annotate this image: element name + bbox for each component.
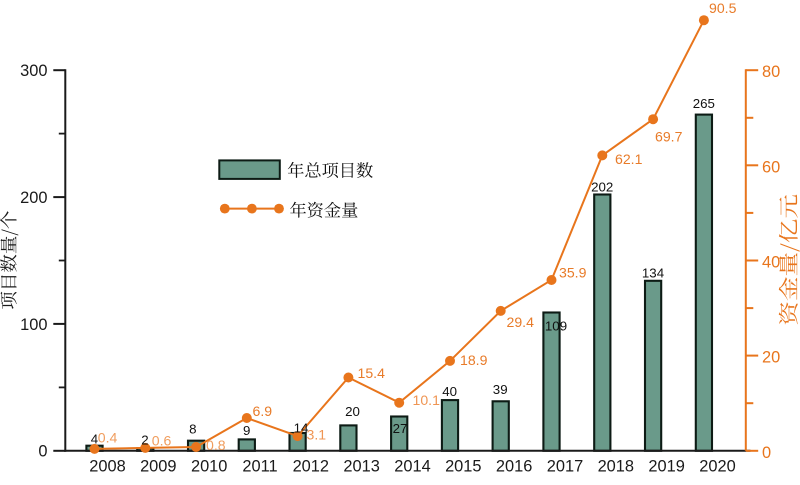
svg-text:4: 4: [91, 431, 98, 446]
svg-text:10.1: 10.1: [413, 392, 441, 408]
svg-text:0: 0: [762, 444, 771, 462]
svg-text:8: 8: [189, 421, 196, 436]
svg-text:40: 40: [762, 254, 780, 272]
svg-text:2020: 2020: [699, 457, 735, 475]
svg-text:0.8: 0.8: [206, 437, 226, 453]
svg-text:2011: 2011: [242, 457, 277, 475]
svg-text:15.4: 15.4: [358, 365, 386, 381]
svg-text:109: 109: [545, 318, 567, 333]
svg-text:200: 200: [20, 189, 47, 207]
svg-text:100: 100: [20, 316, 47, 334]
svg-text:300: 300: [20, 62, 47, 80]
svg-text:2019: 2019: [648, 457, 684, 475]
svg-text:202: 202: [591, 179, 613, 194]
svg-text:2009: 2009: [140, 457, 176, 475]
svg-text:20: 20: [345, 404, 360, 419]
svg-text:20: 20: [762, 349, 780, 367]
svg-text:2: 2: [141, 432, 148, 447]
svg-text:3.1: 3.1: [307, 426, 327, 442]
svg-text:2014: 2014: [394, 457, 430, 475]
svg-text:9: 9: [243, 423, 250, 438]
svg-text:40: 40: [442, 384, 457, 399]
svg-text:2013: 2013: [343, 457, 379, 475]
svg-text:0: 0: [38, 443, 47, 461]
svg-text:0.6: 0.6: [152, 433, 172, 449]
svg-text:18.9: 18.9: [460, 352, 488, 368]
svg-text:2015: 2015: [445, 457, 481, 475]
svg-text:265: 265: [693, 96, 715, 111]
svg-text:27: 27: [393, 421, 408, 436]
svg-text:2017: 2017: [547, 457, 583, 475]
svg-text:69.7: 69.7: [655, 128, 683, 144]
svg-text:14: 14: [294, 420, 309, 435]
svg-text:2012: 2012: [293, 457, 329, 475]
svg-text:2008: 2008: [89, 457, 125, 475]
svg-text:29.4: 29.4: [507, 314, 535, 330]
svg-text:35.9: 35.9: [559, 264, 587, 280]
svg-text:0.4: 0.4: [98, 430, 118, 446]
svg-text:6.9: 6.9: [253, 403, 273, 419]
svg-text:2010: 2010: [191, 457, 227, 475]
svg-text:60: 60: [762, 158, 780, 176]
svg-text:62.1: 62.1: [615, 151, 643, 167]
svg-text:2018: 2018: [598, 457, 634, 475]
svg-text:80: 80: [762, 63, 780, 81]
svg-text:134: 134: [642, 265, 664, 280]
svg-text:90.5: 90.5: [709, 0, 737, 16]
svg-text:39: 39: [493, 382, 508, 397]
svg-text:2016: 2016: [496, 457, 532, 475]
